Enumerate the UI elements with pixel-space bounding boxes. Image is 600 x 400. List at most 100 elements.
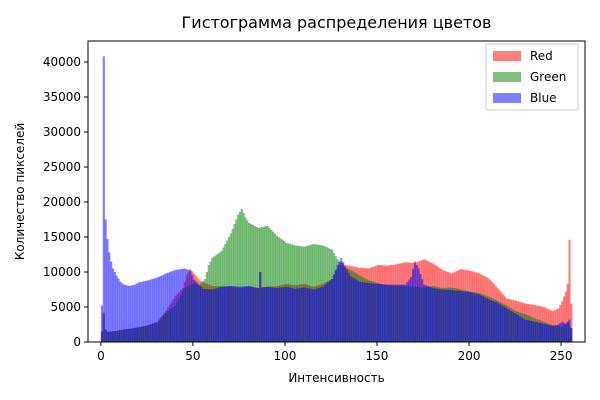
bar	[406, 282, 409, 342]
bar	[264, 226, 267, 342]
bar	[233, 224, 236, 342]
bar	[434, 288, 437, 342]
bar	[113, 272, 116, 342]
legend-label-green: Green	[530, 70, 566, 84]
bar	[209, 289, 212, 342]
bar	[564, 291, 567, 342]
bar	[391, 284, 394, 342]
bar	[428, 286, 431, 342]
bar	[248, 223, 251, 342]
bar	[235, 286, 238, 342]
bar	[170, 271, 173, 342]
bar	[187, 269, 190, 342]
bar	[570, 303, 573, 342]
bar	[502, 306, 505, 342]
bar	[524, 319, 527, 342]
x-tick-label: 150	[366, 349, 389, 363]
x-axis-label: Интенсивность	[288, 371, 384, 385]
y-tick-label: 20000	[43, 195, 81, 209]
bar	[150, 279, 153, 342]
bar	[384, 284, 387, 342]
bar	[362, 282, 365, 342]
bar	[378, 284, 381, 342]
bar	[564, 323, 567, 342]
bar	[238, 211, 242, 342]
bar	[156, 277, 159, 342]
bar	[249, 223, 253, 342]
bar	[227, 286, 231, 342]
bar	[288, 287, 291, 342]
bar	[373, 283, 376, 342]
bar	[165, 273, 168, 342]
bar	[550, 325, 553, 342]
bar	[343, 266, 346, 342]
bar	[174, 269, 177, 342]
bar	[439, 289, 442, 342]
bar	[296, 288, 299, 342]
bar	[513, 312, 516, 342]
bar	[417, 268, 420, 342]
bar	[106, 239, 109, 342]
bar	[467, 292, 470, 342]
bar	[233, 286, 236, 342]
bar	[261, 227, 264, 342]
bar	[382, 284, 385, 342]
x-tick-label: 0	[97, 349, 105, 363]
bar	[518, 316, 521, 342]
bar	[249, 286, 253, 342]
bar	[538, 322, 542, 342]
bar	[100, 305, 104, 342]
legend-label-blue: Blue	[530, 91, 557, 105]
bar	[251, 224, 254, 342]
bar	[110, 261, 113, 342]
bar	[520, 317, 523, 342]
bar	[132, 285, 135, 342]
bar	[457, 290, 461, 342]
bar	[268, 286, 271, 342]
bar	[191, 275, 194, 342]
bar	[244, 286, 247, 342]
bar	[134, 284, 137, 342]
bar	[483, 297, 486, 342]
bar	[443, 289, 446, 342]
bar	[122, 284, 126, 342]
bar	[474, 293, 477, 342]
bar	[323, 285, 326, 342]
bar	[568, 239, 571, 342]
bar	[124, 285, 127, 342]
bar	[505, 308, 508, 342]
bar	[441, 289, 444, 342]
bar	[235, 219, 238, 342]
bar	[229, 286, 232, 342]
bar	[253, 225, 256, 342]
bar	[286, 287, 289, 342]
bar	[231, 286, 234, 342]
bar	[432, 288, 435, 342]
bar	[570, 328, 573, 342]
bar	[284, 286, 288, 342]
bar	[540, 323, 543, 342]
bar	[126, 285, 129, 342]
y-tick-label: 5000	[50, 300, 81, 314]
bar	[450, 290, 453, 342]
x-tick-label: 200	[458, 349, 481, 363]
bar	[231, 228, 234, 342]
bar	[542, 323, 545, 342]
bar	[261, 287, 264, 342]
bar	[205, 289, 208, 342]
bar	[424, 285, 427, 342]
bar	[353, 278, 356, 342]
bar	[426, 286, 429, 342]
bar	[481, 296, 485, 342]
bar	[240, 286, 243, 342]
bar	[202, 288, 205, 342]
bar	[325, 283, 328, 342]
bar	[141, 281, 144, 342]
bar	[533, 321, 536, 342]
bar	[257, 288, 260, 342]
bar	[203, 288, 207, 342]
y-tick-label: 25000	[43, 160, 81, 174]
bar	[456, 290, 459, 342]
bar	[301, 287, 304, 342]
